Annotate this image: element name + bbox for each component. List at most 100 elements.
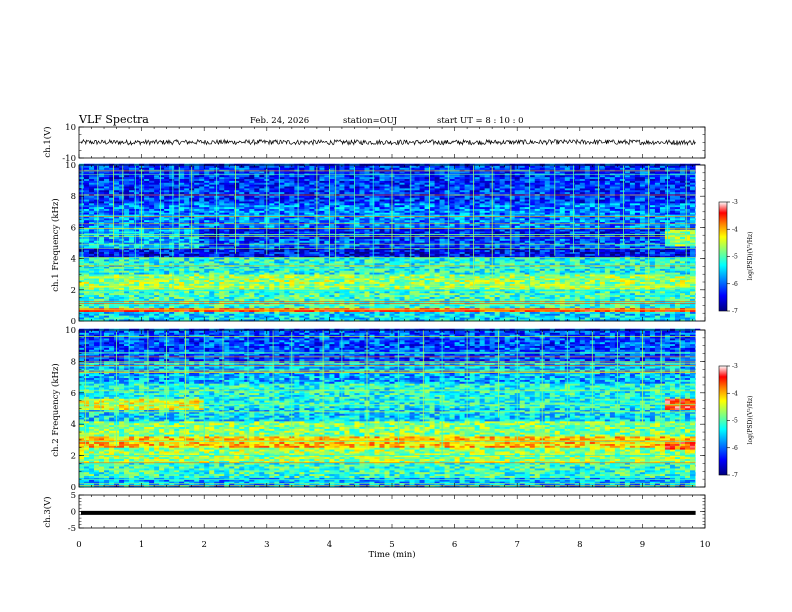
ch1-spectrogram-cell (244, 251, 250, 254)
ch1-spectrogram-cell (89, 270, 95, 273)
ch1-spectrogram-cell (349, 261, 355, 264)
ch1-spectrogram-cell (139, 257, 145, 260)
ch1-spectrogram-cell (629, 268, 636, 271)
ch1-spectrogram-cell (664, 261, 671, 264)
ch1-spectrogram-cell (284, 287, 290, 290)
ch1-spectrogram-cell (629, 266, 636, 269)
ch1-spectrogram-cell (349, 276, 355, 279)
ch1-spectrogram-cell (334, 255, 340, 258)
ch1-spectrogram-cell (584, 249, 591, 253)
ch1-spectrogram-cell (464, 251, 470, 254)
ch1-spectrogram-cell (329, 253, 335, 256)
ch1-spectrogram-cell (459, 292, 465, 296)
ch1-spectrogram-cell (129, 253, 135, 256)
ch1-spectrogram-cell (684, 262, 691, 266)
ch1-spectrogram-cell (349, 306, 355, 309)
ch1-spectrogram-cell (249, 272, 255, 275)
ch1-spectrogram-cell (114, 315, 120, 318)
ch1-spectrogram-cell (689, 270, 696, 273)
ch1-spectrogram-cell (94, 270, 100, 273)
ch1-spectrogram-cell (504, 307, 510, 311)
ch1-spectrogram-cell (409, 317, 415, 320)
ch1-spectrogram-cell (249, 298, 255, 301)
ch1-spectrogram-cell (244, 315, 250, 318)
ch1-spectrogram-cell (444, 298, 450, 301)
ch1-spectrogram-cell (504, 319, 510, 322)
ch1-spectrogram-cell (204, 287, 210, 290)
ch1-spectrogram-cell (649, 313, 656, 316)
ch1-spectrogram-cell (419, 266, 425, 269)
ch1-spectrogram-cell (99, 266, 105, 269)
ch1-spectrogram-cell (409, 319, 415, 322)
ch1-spectrogram-cell (339, 279, 345, 282)
ch1-spectrogram-cell (614, 313, 621, 316)
ch1-spectrogram-cell (344, 317, 350, 320)
ch1-spectrogram-cell (444, 306, 450, 309)
ch1-spectrogram-cell (354, 292, 360, 296)
ch1-spectrogram-cell (639, 266, 646, 269)
ch1-spectrogram-cell (344, 276, 350, 279)
ch1-spectrogram-cell (614, 306, 621, 309)
ch1-spectrogram-cell (604, 262, 611, 266)
ch1-spectrogram-cell (629, 253, 636, 256)
ch1-spectrogram-cell (189, 281, 195, 284)
ch1-spectrogram-cell (534, 292, 541, 296)
ch1-spectrogram-cell (219, 307, 225, 311)
ch1-spectrogram-cell (639, 276, 646, 279)
ch1-spectrogram-cell (229, 319, 235, 322)
ch1-spectrogram-cell (689, 259, 696, 262)
ch1-spectrogram-cell (274, 272, 280, 275)
ch1-spectrogram-cell (79, 253, 85, 256)
ch1-spectrogram-cell (474, 279, 480, 282)
ch1-spectrogram-cell (569, 247, 576, 251)
ch1-spectrogram-cell (419, 307, 425, 311)
ch1-spectrogram-cell (569, 309, 576, 312)
ch1-spectrogram-cell (654, 253, 661, 256)
ch1-spectrogram-cell (139, 294, 145, 297)
ch1-spectrogram-cell (529, 274, 536, 277)
ch1-spectrogram-cell (584, 304, 591, 307)
ch1-spectrogram-cell (289, 313, 295, 316)
ch1-spectrogram-cell (494, 315, 500, 318)
ch1-spectrogram-cell (514, 306, 521, 309)
ch1-spectrogram-cell (399, 270, 405, 273)
ch1-spectrogram-cell (174, 287, 180, 290)
ch1-spectrogram-cell (239, 277, 245, 281)
ch1-spectrogram-cell (344, 272, 350, 275)
ch1-spectrogram-cell (579, 253, 586, 256)
ch1-spectrogram-cell (409, 261, 415, 264)
ch1-spectrogram-cell (674, 247, 681, 251)
ch1-spectrogram-cell (239, 261, 245, 264)
ch1-spectrogram-cell (154, 317, 160, 320)
ch1-spectrogram-cell (319, 306, 325, 309)
ch1-spectrogram-cell (334, 283, 340, 286)
ch1-spectrogram-cell (239, 296, 245, 299)
ch1-spectrogram-cell (439, 262, 445, 266)
ch1-spectrogram-cell (289, 291, 295, 294)
ch1-spectrogram-cell (649, 315, 656, 318)
ch1-spectrogram-cell (614, 251, 621, 254)
ch1-spectrogram-cell (379, 257, 385, 260)
ch1-spectrogram-cell (209, 270, 215, 273)
ch1-spectrogram-cell (254, 307, 260, 311)
ch1-spectrogram-cell (649, 257, 656, 260)
ch1-spectrogram-cell (449, 315, 455, 318)
ch1-spectrogram-cell (464, 294, 470, 297)
ch1-spectrogram-cell (314, 298, 320, 301)
ch1-spectrogram-cell (269, 253, 275, 256)
ch1-spectrogram-cell (469, 287, 475, 290)
ch1-spectrogram-cell (639, 272, 646, 275)
ch1-spectrogram-cell (259, 268, 265, 271)
ch1-spectrogram-cell (674, 262, 681, 266)
ch1-spectrogram-cell (304, 268, 310, 271)
ch1-spectrogram-cell (384, 311, 390, 314)
ch1-spectrogram-cell (224, 292, 230, 296)
ch1-spectrogram-cell (449, 257, 455, 260)
ch1-spectrogram-cell (304, 311, 310, 314)
ch1-spectrogram-cell (244, 296, 250, 299)
ch1-spectrogram-cell (689, 249, 696, 253)
ch1-spectrogram-cell (674, 319, 681, 322)
ch1-spectrogram-cell (494, 319, 500, 322)
ch1-spectrogram-cell (394, 283, 400, 286)
ch1-spectrogram-cell (134, 281, 140, 284)
